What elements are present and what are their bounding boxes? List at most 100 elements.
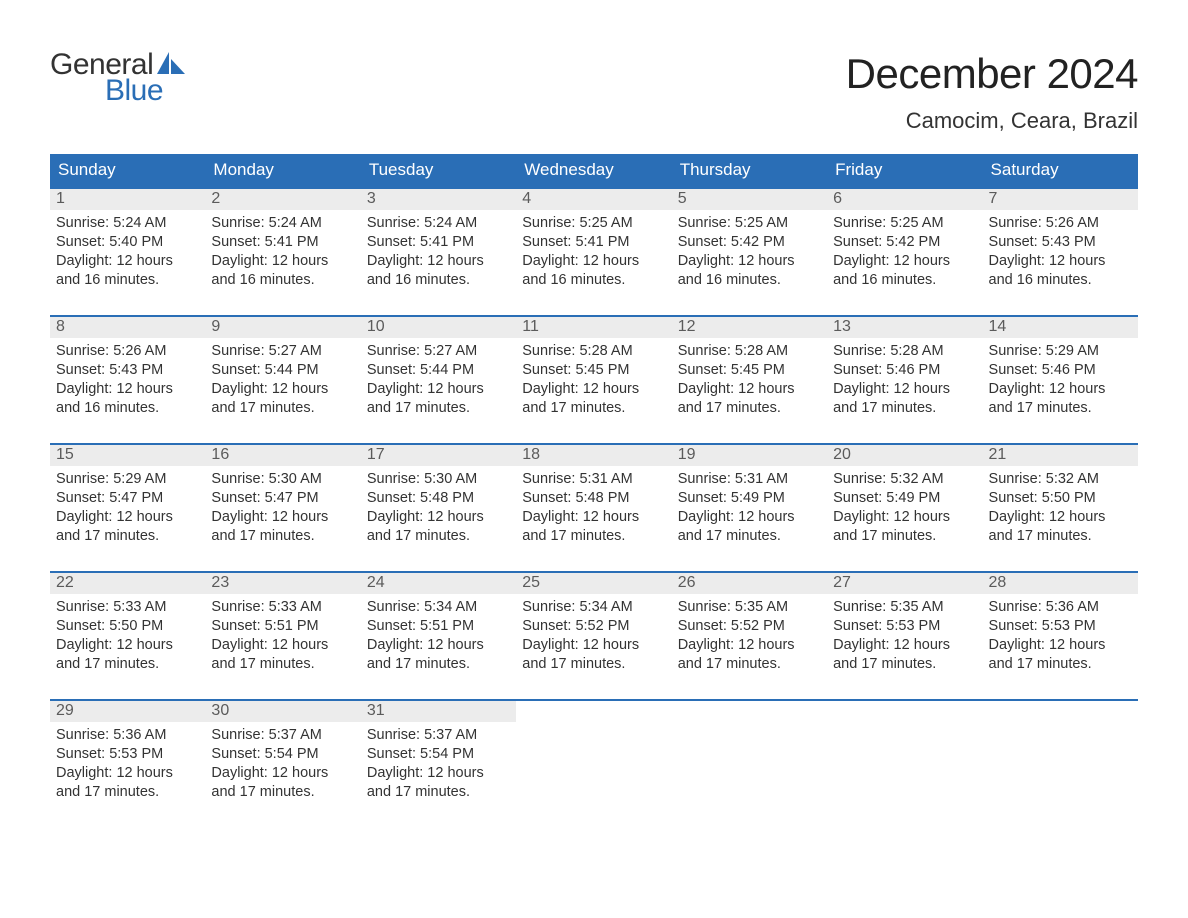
day-body: Sunrise: 5:25 AMSunset: 5:41 PMDaylight:… <box>516 210 671 291</box>
daylight-line-2: and 16 minutes. <box>56 271 199 290</box>
day-cell: 13Sunrise: 5:28 AMSunset: 5:46 PMDayligh… <box>827 316 982 444</box>
daylight-line-2: and 17 minutes. <box>56 783 199 802</box>
day-cell: 4Sunrise: 5:25 AMSunset: 5:41 PMDaylight… <box>516 188 671 316</box>
sunset-line: Sunset: 5:53 PM <box>989 617 1132 636</box>
day-number: 2 <box>205 189 360 210</box>
weekday-header: Wednesday <box>516 154 671 188</box>
daylight-line-1: Daylight: 12 hours <box>211 252 354 271</box>
day-cell: 22Sunrise: 5:33 AMSunset: 5:50 PMDayligh… <box>50 572 205 700</box>
daylight-line-2: and 17 minutes. <box>989 527 1132 546</box>
sunrise-line: Sunrise: 5:28 AM <box>522 342 665 361</box>
day-cell: 9Sunrise: 5:27 AMSunset: 5:44 PMDaylight… <box>205 316 360 444</box>
sunrise-line: Sunrise: 5:28 AM <box>678 342 821 361</box>
day-cell: 6Sunrise: 5:25 AMSunset: 5:42 PMDaylight… <box>827 188 982 316</box>
sunset-line: Sunset: 5:50 PM <box>989 489 1132 508</box>
sunrise-line: Sunrise: 5:31 AM <box>522 470 665 489</box>
calendar-row: 15Sunrise: 5:29 AMSunset: 5:47 PMDayligh… <box>50 444 1138 572</box>
weekday-header: Thursday <box>672 154 827 188</box>
day-body: Sunrise: 5:31 AMSunset: 5:48 PMDaylight:… <box>516 466 671 547</box>
daylight-line-2: and 17 minutes. <box>833 527 976 546</box>
weekday-header: Tuesday <box>361 154 516 188</box>
sunset-line: Sunset: 5:52 PM <box>678 617 821 636</box>
sunset-line: Sunset: 5:50 PM <box>56 617 199 636</box>
sunrise-line: Sunrise: 5:36 AM <box>56 726 199 745</box>
day-number: 26 <box>672 573 827 594</box>
daylight-line-2: and 16 minutes. <box>833 271 976 290</box>
month-title: December 2024 <box>846 50 1138 98</box>
day-number: 4 <box>516 189 671 210</box>
sail-icon <box>157 52 187 74</box>
weekday-header-row: Sunday Monday Tuesday Wednesday Thursday… <box>50 154 1138 188</box>
sunset-line: Sunset: 5:48 PM <box>367 489 510 508</box>
sunset-line: Sunset: 5:41 PM <box>211 233 354 252</box>
calendar-row: 8Sunrise: 5:26 AMSunset: 5:43 PMDaylight… <box>50 316 1138 444</box>
sunset-line: Sunset: 5:43 PM <box>56 361 199 380</box>
day-number: 9 <box>205 317 360 338</box>
day-cell: 15Sunrise: 5:29 AMSunset: 5:47 PMDayligh… <box>50 444 205 572</box>
daylight-line-1: Daylight: 12 hours <box>367 380 510 399</box>
daylight-line-2: and 16 minutes. <box>211 271 354 290</box>
day-number: 30 <box>205 701 360 722</box>
sunrise-line: Sunrise: 5:33 AM <box>56 598 199 617</box>
daylight-line-2: and 16 minutes. <box>522 271 665 290</box>
sunrise-line: Sunrise: 5:37 AM <box>211 726 354 745</box>
daylight-line-1: Daylight: 12 hours <box>989 380 1132 399</box>
daylight-line-2: and 17 minutes. <box>833 399 976 418</box>
sunrise-line: Sunrise: 5:27 AM <box>367 342 510 361</box>
day-cell: 19Sunrise: 5:31 AMSunset: 5:49 PMDayligh… <box>672 444 827 572</box>
sunrise-line: Sunrise: 5:34 AM <box>367 598 510 617</box>
sunset-line: Sunset: 5:41 PM <box>367 233 510 252</box>
day-number: 7 <box>983 189 1138 210</box>
daylight-line-1: Daylight: 12 hours <box>56 636 199 655</box>
day-cell: 12Sunrise: 5:28 AMSunset: 5:45 PMDayligh… <box>672 316 827 444</box>
day-body: Sunrise: 5:26 AMSunset: 5:43 PMDaylight:… <box>983 210 1138 291</box>
daylight-line-1: Daylight: 12 hours <box>367 508 510 527</box>
day-cell: 31Sunrise: 5:37 AMSunset: 5:54 PMDayligh… <box>361 700 516 828</box>
daylight-line-2: and 16 minutes. <box>367 271 510 290</box>
daylight-line-1: Daylight: 12 hours <box>56 252 199 271</box>
day-body: Sunrise: 5:36 AMSunset: 5:53 PMDaylight:… <box>50 722 205 803</box>
document-header: General Blue December 2024 Camocim, Cear… <box>50 50 1138 134</box>
day-body: Sunrise: 5:32 AMSunset: 5:50 PMDaylight:… <box>983 466 1138 547</box>
day-number: 18 <box>516 445 671 466</box>
daylight-line-2: and 17 minutes. <box>678 399 821 418</box>
day-body: Sunrise: 5:30 AMSunset: 5:48 PMDaylight:… <box>361 466 516 547</box>
day-number: 8 <box>50 317 205 338</box>
day-body: Sunrise: 5:36 AMSunset: 5:53 PMDaylight:… <box>983 594 1138 675</box>
daylight-line-2: and 17 minutes. <box>522 655 665 674</box>
day-cell: 23Sunrise: 5:33 AMSunset: 5:51 PMDayligh… <box>205 572 360 700</box>
daylight-line-1: Daylight: 12 hours <box>56 380 199 399</box>
daylight-line-2: and 17 minutes. <box>211 655 354 674</box>
sunrise-line: Sunrise: 5:37 AM <box>367 726 510 745</box>
daylight-line-2: and 17 minutes. <box>833 655 976 674</box>
day-body: Sunrise: 5:34 AMSunset: 5:52 PMDaylight:… <box>516 594 671 675</box>
daylight-line-2: and 17 minutes. <box>522 527 665 546</box>
day-number: 31 <box>361 701 516 722</box>
day-body: Sunrise: 5:28 AMSunset: 5:45 PMDaylight:… <box>516 338 671 419</box>
sunrise-line: Sunrise: 5:35 AM <box>833 598 976 617</box>
daylight-line-1: Daylight: 12 hours <box>367 252 510 271</box>
day-cell: 1Sunrise: 5:24 AMSunset: 5:40 PMDaylight… <box>50 188 205 316</box>
sunrise-line: Sunrise: 5:32 AM <box>989 470 1132 489</box>
location-label: Camocim, Ceara, Brazil <box>846 108 1138 134</box>
sunrise-line: Sunrise: 5:31 AM <box>678 470 821 489</box>
sunrise-line: Sunrise: 5:26 AM <box>989 214 1132 233</box>
day-number: 17 <box>361 445 516 466</box>
daylight-line-1: Daylight: 12 hours <box>211 380 354 399</box>
daylight-line-1: Daylight: 12 hours <box>522 252 665 271</box>
day-body: Sunrise: 5:27 AMSunset: 5:44 PMDaylight:… <box>205 338 360 419</box>
daylight-line-2: and 17 minutes. <box>678 527 821 546</box>
weekday-header: Sunday <box>50 154 205 188</box>
daylight-line-1: Daylight: 12 hours <box>833 636 976 655</box>
day-number: 25 <box>516 573 671 594</box>
daylight-line-1: Daylight: 12 hours <box>989 252 1132 271</box>
day-body: Sunrise: 5:30 AMSunset: 5:47 PMDaylight:… <box>205 466 360 547</box>
title-block: December 2024 Camocim, Ceara, Brazil <box>846 50 1138 134</box>
day-number: 12 <box>672 317 827 338</box>
sunset-line: Sunset: 5:47 PM <box>211 489 354 508</box>
calendar-document: General Blue December 2024 Camocim, Cear… <box>0 0 1188 868</box>
sunrise-line: Sunrise: 5:24 AM <box>56 214 199 233</box>
day-cell: 25Sunrise: 5:34 AMSunset: 5:52 PMDayligh… <box>516 572 671 700</box>
calendar-row: 1Sunrise: 5:24 AMSunset: 5:40 PMDaylight… <box>50 188 1138 316</box>
day-cell: 8Sunrise: 5:26 AMSunset: 5:43 PMDaylight… <box>50 316 205 444</box>
